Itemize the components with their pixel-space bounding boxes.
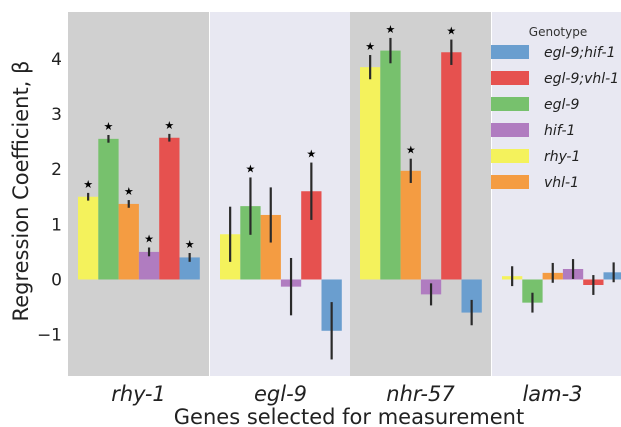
y-axis-label: Regression Coefficient, β	[9, 61, 33, 322]
bar-nhr-57-rhy-1	[360, 67, 381, 280]
significance-star: ★	[246, 162, 256, 175]
x-tick-label-nhr-57: nhr-57	[386, 382, 455, 406]
x-axis-label: Genes selected for measurement	[174, 405, 524, 427]
x-tick-labels: rhy-1 egl-9 nhr-57 lam-3	[111, 382, 582, 406]
legend-title: Genotype	[529, 25, 587, 39]
significance-star: ★	[386, 23, 396, 36]
legend-label-hif-1: hif-1	[544, 123, 575, 139]
legend-swatch-hif-1	[491, 123, 529, 137]
y-tick-label: 2	[51, 160, 62, 180]
bar-nhr-57-vhl-1	[400, 170, 421, 280]
legend-swatch-egl-9;hif-1	[491, 45, 529, 59]
x-tick-label-rhy-1: rhy-1	[111, 382, 166, 406]
legend-swatch-egl-9;vhl-1	[491, 71, 529, 85]
bar-rhy-1-egl-9;hif-1	[179, 257, 200, 280]
y-tick-label: 0	[51, 270, 62, 290]
legend-label-egl-9: egl-9	[544, 97, 579, 113]
band-lam-3	[492, 12, 621, 376]
bar-lam-3-egl-9;hif-1	[603, 272, 621, 280]
legend-label-vhl-1: vhl-1	[544, 175, 579, 191]
bar-nhr-57-egl-9	[380, 50, 401, 280]
error-bars-group	[87, 37, 615, 360]
band-rhy-1	[68, 12, 209, 376]
significance-star: ★	[83, 178, 93, 191]
legend: Genotype egl-9;hif-1 egl-9;vhl-1 egl-9 hif-…	[491, 25, 619, 191]
legend-label-egl-9;hif-1: egl-9;hif-1	[544, 45, 615, 61]
legend-label-rhy-1: rhy-1	[544, 149, 580, 165]
x-tick-label-lam-3: lam-3	[522, 382, 582, 406]
significance-stars-group: ★ ★ ★ ★ ★ ★ ★ ★ ★ ★ ★ ★	[83, 23, 456, 251]
legend-label-egl-9;vhl-1: egl-9;vhl-1	[544, 71, 619, 87]
bars-group	[78, 50, 621, 331]
bar-egl-9-vhl-1	[260, 214, 281, 280]
significance-star: ★	[124, 185, 134, 198]
bar-rhy-1-hif-1	[138, 251, 160, 280]
y-tick-label: −1	[37, 326, 62, 346]
bar-nhr-57-egl-9;vhl-1	[441, 52, 462, 280]
significance-star: ★	[104, 120, 114, 133]
bar-rhy-1-egl-9;vhl-1	[159, 137, 180, 280]
y-tick-labels: −1 0 1 2 3 4	[37, 50, 62, 346]
significance-star: ★	[144, 232, 154, 245]
y-tick-label: 4	[51, 50, 62, 70]
y-tick-label: 1	[51, 215, 62, 235]
x-tick-label-egl-9: egl-9	[254, 382, 307, 406]
significance-star: ★	[185, 238, 195, 251]
bar-egl-9-egl-9	[240, 206, 261, 280]
significance-star: ★	[446, 25, 456, 38]
bar-rhy-1-egl-9	[98, 138, 119, 280]
bar-rhy-1-rhy-1	[78, 196, 99, 280]
legend-swatch-egl-9	[491, 97, 529, 111]
significance-star: ★	[164, 119, 174, 132]
category-bands	[68, 12, 621, 376]
significance-star: ★	[306, 148, 316, 161]
bar-lam-3-egl-9	[522, 279, 543, 303]
bar-rhy-1-vhl-1	[118, 203, 139, 280]
significance-star: ★	[406, 144, 416, 157]
y-tick-label: 3	[51, 105, 62, 125]
bar-nhr-57-egl-9;hif-1	[461, 279, 482, 313]
legend-swatch-rhy-1	[491, 149, 529, 163]
legend-swatch-vhl-1	[491, 175, 529, 189]
legend-items: egl-9;hif-1 egl-9;vhl-1 egl-9 hif-1 rhy-1 vhl…	[491, 45, 619, 191]
bar-egl-9-egl-9;vhl-1	[301, 191, 322, 280]
significance-star: ★	[365, 40, 375, 53]
